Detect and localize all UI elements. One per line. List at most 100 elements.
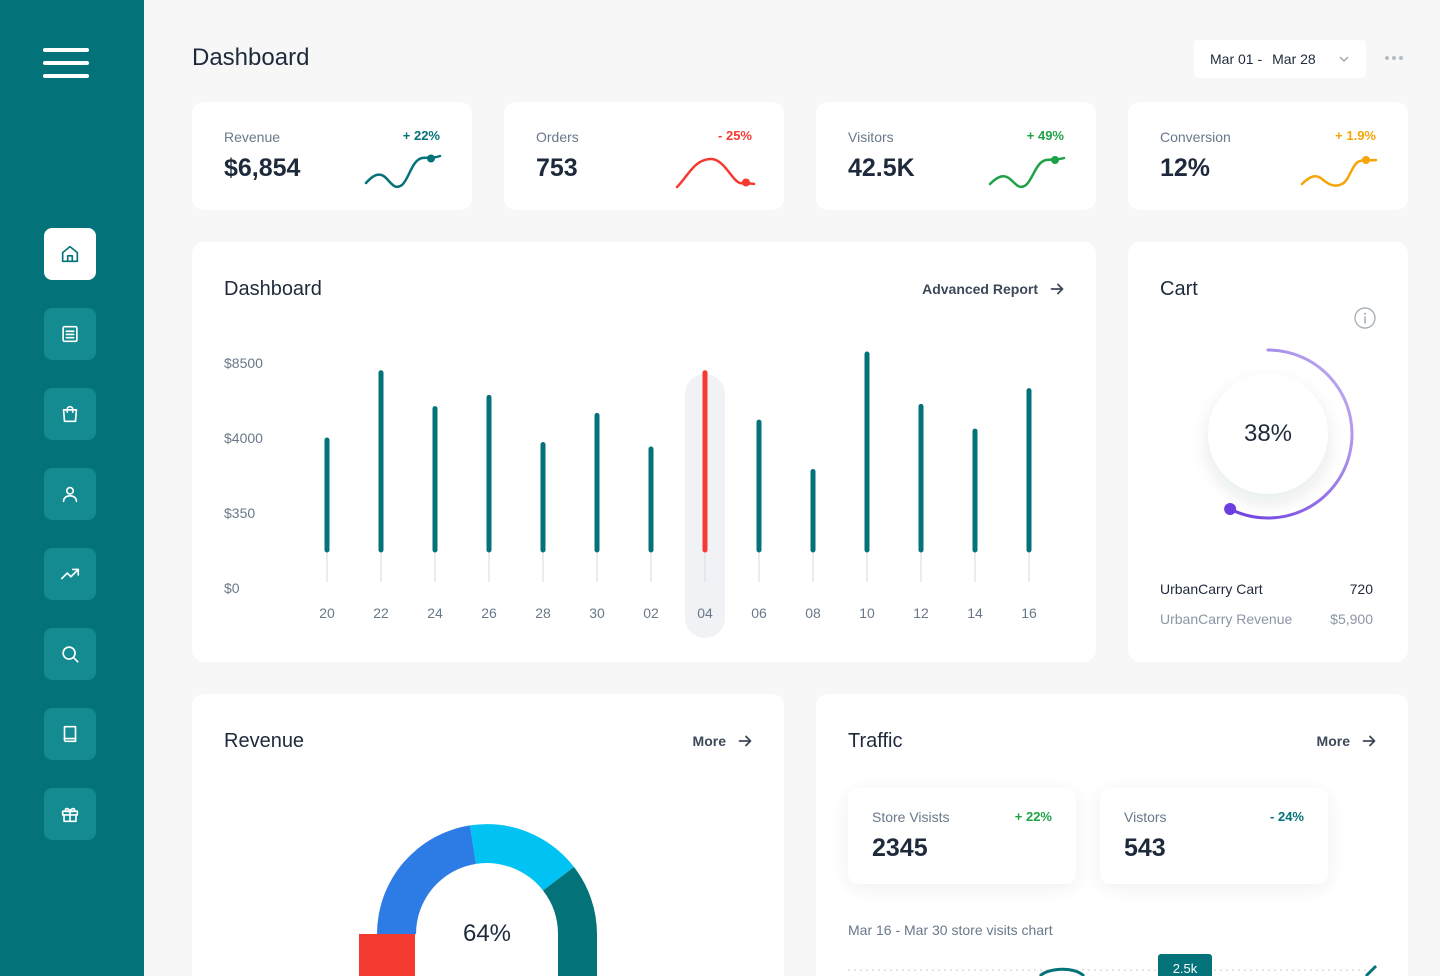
cart-card: Cart 38% UrbanCarry Cart 720 UrbanCarry … xyxy=(1128,242,1408,662)
cart-row: UrbanCarry Revenue $5,900 xyxy=(1160,611,1373,627)
nav-search[interactable] xyxy=(44,628,96,680)
date-end: Mar 28 xyxy=(1272,51,1316,67)
x-tick-label: 22 xyxy=(373,605,389,621)
visitors-sparkline xyxy=(988,156,1066,189)
mini-label: Vistors xyxy=(1124,809,1167,825)
nav-home[interactable] xyxy=(44,228,96,280)
stat-label: Conversion xyxy=(1160,129,1231,145)
donut-segment-red xyxy=(359,934,415,976)
nav-users[interactable] xyxy=(44,468,96,520)
x-tick-label: 14 xyxy=(967,605,983,621)
x-tick-label: 30 xyxy=(589,605,605,621)
mini-value: 543 xyxy=(1124,834,1166,862)
advanced-report-link[interactable]: Advanced Report xyxy=(922,281,1064,297)
cart-title: Cart xyxy=(1160,278,1198,300)
conversion-sparkline xyxy=(1300,156,1378,187)
x-tick-label: 04 xyxy=(697,605,713,621)
stat-card-conversion: Conversion 12% + 1.9% xyxy=(1128,102,1408,210)
advanced-report-label: Advanced Report xyxy=(922,281,1038,297)
mini-change: + 22% xyxy=(1014,809,1052,824)
chevron-down-icon xyxy=(1339,56,1349,62)
revenue-more-link[interactable]: More xyxy=(693,733,752,749)
donut-segment-cyan xyxy=(470,824,574,891)
x-tick-label: 12 xyxy=(913,605,929,621)
book-icon xyxy=(63,725,77,743)
mini-change: - 24% xyxy=(1270,809,1304,824)
x-tick-label: 20 xyxy=(319,605,335,621)
stat-value: 12% xyxy=(1160,154,1211,182)
gift-icon xyxy=(61,807,79,823)
document-icon xyxy=(62,325,78,343)
stat-change: + 22% xyxy=(402,128,440,143)
dashboard-chart-card: Dashboard Advanced Report $8500 $4000 $3… xyxy=(192,242,1096,662)
mini-label: Store Visists xyxy=(872,809,950,825)
stat-value: 753 xyxy=(536,154,578,182)
x-tick-label: 08 xyxy=(805,605,821,621)
arrow-right-icon xyxy=(1362,735,1376,747)
stat-value: $6,854 xyxy=(224,154,301,182)
traffic-card: Traffic More Store Visists + 22% 2345 Vi… xyxy=(816,694,1408,976)
stat-label: Orders xyxy=(536,129,579,145)
nav-gifts[interactable] xyxy=(44,788,96,840)
more-options-icon[interactable] xyxy=(1385,56,1407,62)
revenue-percent: 64% xyxy=(462,920,512,947)
date-range-picker[interactable]: Mar 01 - Mar 28 xyxy=(1194,40,1366,78)
stat-change: + 1.9% xyxy=(1335,128,1376,143)
nav-shop[interactable] xyxy=(44,388,96,440)
traffic-more-link[interactable]: More xyxy=(1317,733,1376,749)
mini-value: 2345 xyxy=(872,834,928,862)
revenue-card: Revenue More 64% xyxy=(192,694,784,976)
x-tick-label: 06 xyxy=(751,605,767,621)
donut-segment-blue xyxy=(377,825,476,934)
chart-tooltip: 2.5k xyxy=(1158,954,1212,976)
shopping-bag-icon xyxy=(62,405,78,423)
more-label: More xyxy=(692,733,726,749)
x-tick-label: 10 xyxy=(859,605,875,621)
traffic-chart-caption: Mar 16 - Mar 30 store visits chart xyxy=(848,922,1053,938)
y-tick-label: $8500 xyxy=(224,355,263,371)
revenue-title: Revenue xyxy=(224,730,305,752)
y-tick-label: $4000 xyxy=(224,430,263,446)
user-icon xyxy=(62,486,78,503)
revenue-sparkline xyxy=(364,154,442,189)
nav-analytics[interactable] xyxy=(44,548,96,600)
cart-row-value: 720 xyxy=(1349,581,1373,597)
search-icon xyxy=(62,646,79,663)
x-tick-label: 02 xyxy=(643,605,659,621)
stat-label: Visitors xyxy=(848,129,894,145)
info-icon[interactable] xyxy=(1354,307,1376,329)
stat-card-visitors: Visitors 42.5K + 49% xyxy=(816,102,1096,210)
x-tick-label: 24 xyxy=(427,605,443,621)
cart-row-value: $5,900 xyxy=(1330,611,1373,627)
visitors-card: Vistors - 24% 543 xyxy=(1100,788,1328,884)
cart-progress-gauge xyxy=(1208,348,1354,520)
stat-value: 42.5K xyxy=(848,154,915,182)
x-tick-label: 16 xyxy=(1021,605,1037,621)
store-visits-chart xyxy=(848,964,1378,976)
donut-segment-teal xyxy=(543,867,597,976)
sidebar xyxy=(0,0,144,976)
y-tick-label: $0 xyxy=(224,580,240,596)
cart-percent: 38% xyxy=(1243,420,1293,447)
page-title: Dashboard xyxy=(192,44,310,71)
arrow-right-icon xyxy=(1050,283,1064,295)
stat-label: Revenue xyxy=(224,129,281,145)
stat-change: - 25% xyxy=(718,128,752,143)
date-start: Mar 01 - xyxy=(1210,51,1263,67)
traffic-title: Traffic xyxy=(848,730,903,752)
menu-icon[interactable] xyxy=(43,48,89,78)
stat-change: + 49% xyxy=(1026,128,1064,143)
nav-library[interactable] xyxy=(44,708,96,760)
cart-row-label: UrbanCarry Cart xyxy=(1160,581,1263,597)
stat-card-orders: Orders 753 - 25% xyxy=(504,102,784,210)
stat-card-revenue: Revenue $6,854 + 22% xyxy=(192,102,472,210)
cart-row: UrbanCarry Cart 720 xyxy=(1160,581,1373,597)
bar-chart xyxy=(324,351,1032,638)
y-tick-label: $350 xyxy=(224,505,256,521)
cart-row-label: UrbanCarry Revenue xyxy=(1160,611,1293,627)
home-icon xyxy=(61,245,79,263)
chart-title: Dashboard xyxy=(224,278,322,300)
revenue-donut xyxy=(359,824,597,976)
nav-documents[interactable] xyxy=(44,308,96,360)
more-label: More xyxy=(1316,733,1350,749)
